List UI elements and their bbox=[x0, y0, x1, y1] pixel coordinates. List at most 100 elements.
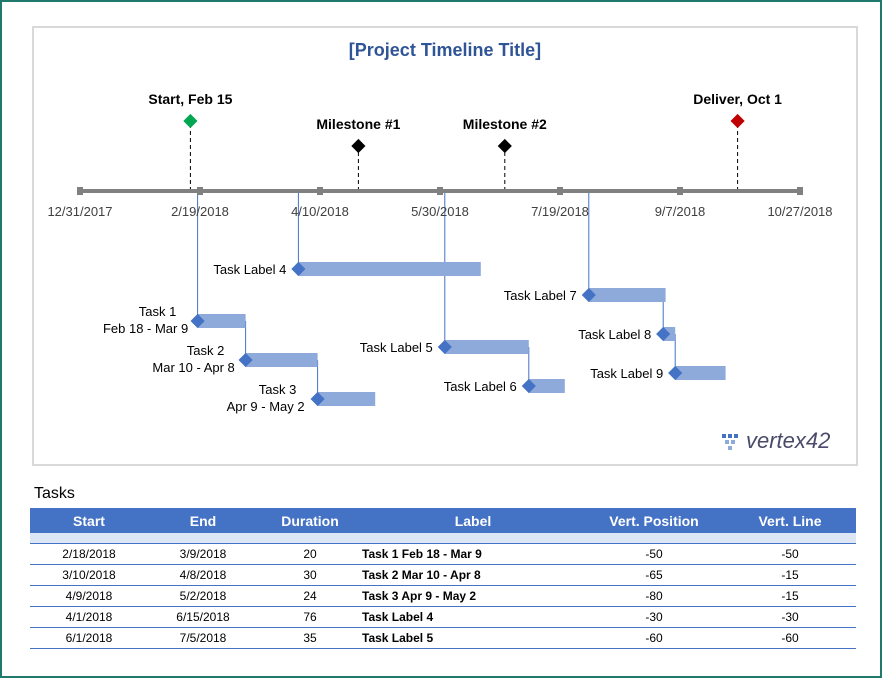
vertex42-logo-mark bbox=[731, 440, 735, 444]
task-label: Task Label 9 bbox=[590, 366, 663, 381]
task-label: Task 3 bbox=[259, 382, 297, 397]
axis-tick-label: 2/19/2018 bbox=[171, 204, 229, 219]
task-marker bbox=[521, 378, 536, 394]
task-marker bbox=[291, 261, 306, 277]
axis-tick bbox=[197, 187, 203, 195]
task-marker bbox=[190, 313, 205, 329]
vertex42-logo-mark bbox=[734, 434, 738, 438]
label-cell[interactable]: Task 1 Feb 18 - Mar 9 bbox=[362, 543, 584, 565]
axis-tick bbox=[437, 187, 443, 195]
end-cell[interactable]: 3/9/2018 bbox=[148, 543, 258, 565]
task-marker bbox=[581, 287, 596, 303]
vert-position-cell[interactable]: -30 bbox=[584, 606, 724, 628]
table-row[interactable]: 4/9/2018 5/2/2018 24 Task 3 Apr 9 - May 2 -8… bbox=[30, 585, 856, 607]
vert-position-cell[interactable]: -65 bbox=[584, 564, 724, 586]
tasks-table: Start End Duration Label Vert. Position … bbox=[30, 508, 856, 649]
task-date-range: Mar 10 - Apr 8 bbox=[152, 360, 234, 375]
label-cell[interactable]: Task Label 4 bbox=[362, 606, 584, 628]
task-marker bbox=[668, 365, 683, 381]
start-cell[interactable]: 6/1/2018 bbox=[30, 627, 148, 649]
table-row[interactable]: 6/1/2018 7/5/2018 35 Task Label 5 -60 -60 bbox=[30, 627, 856, 649]
end-cell[interactable]: 4/8/2018 bbox=[148, 564, 258, 586]
tasks-table-header: Start End Duration Label Vert. Position … bbox=[30, 508, 856, 533]
vertex42-logo-mark bbox=[725, 440, 729, 444]
column-header-label[interactable]: Label bbox=[362, 508, 584, 533]
timeline-chart-panel: [Project Timeline Title] 12/31/2017 2/19/2… bbox=[32, 26, 858, 466]
duration-cell[interactable]: 35 bbox=[258, 627, 362, 649]
task-bar bbox=[588, 288, 666, 302]
milestone-marker bbox=[730, 113, 745, 129]
vert-line-cell[interactable]: -15 bbox=[724, 564, 856, 586]
start-cell[interactable]: 4/1/2018 bbox=[30, 606, 148, 628]
task-date-range: Feb 18 - Mar 9 bbox=[103, 321, 188, 336]
task-bar bbox=[675, 366, 726, 380]
vertex42-logo-mark bbox=[728, 434, 732, 438]
milestone-label: Deliver, Oct 1 bbox=[693, 91, 782, 107]
table-row[interactable]: 3/10/2018 4/8/2018 30 Task 2 Mar 10 - Apr 8… bbox=[30, 564, 856, 586]
tasks-heading: Tasks bbox=[34, 485, 75, 502]
vert-line-cell[interactable]: -30 bbox=[724, 606, 856, 628]
axis-tick bbox=[677, 187, 683, 195]
task-date-range: Apr 9 - May 2 bbox=[227, 399, 305, 414]
vertex42-logo-mark bbox=[728, 446, 732, 450]
vertex42-logo: vertex42 bbox=[746, 428, 830, 453]
task-marker bbox=[437, 339, 452, 355]
task-bar bbox=[444, 340, 529, 354]
column-header-start[interactable]: Start bbox=[30, 508, 148, 533]
task-bar bbox=[197, 314, 246, 328]
task-label: Task 2 bbox=[187, 343, 225, 358]
duration-cell[interactable]: 24 bbox=[258, 585, 362, 607]
duration-cell[interactable]: 76 bbox=[258, 606, 362, 628]
start-cell[interactable]: 4/9/2018 bbox=[30, 585, 148, 607]
task-marker bbox=[656, 326, 671, 342]
vert-line-cell[interactable]: -50 bbox=[724, 543, 856, 565]
task-label: Task Label 4 bbox=[213, 262, 286, 277]
milestone-label: Milestone #2 bbox=[463, 116, 547, 132]
task-bar bbox=[528, 379, 565, 393]
axis-tick-label: 9/7/2018 bbox=[655, 204, 706, 219]
vert-line-cell[interactable]: -15 bbox=[724, 585, 856, 607]
vert-line-cell[interactable]: -60 bbox=[724, 627, 856, 649]
label-cell[interactable]: Task Label 5 bbox=[362, 627, 584, 649]
milestone-marker bbox=[183, 113, 198, 129]
milestone-label: Start, Feb 15 bbox=[148, 91, 232, 107]
axis-tick-label: 4/10/2018 bbox=[291, 204, 349, 219]
task-marker bbox=[310, 391, 325, 407]
chart-title: [Project Timeline Title] bbox=[349, 40, 541, 60]
table-row[interactable]: 4/1/2018 6/15/2018 76 Task Label 4 -30 -30 bbox=[30, 606, 856, 628]
task-label: Task Label 6 bbox=[444, 379, 517, 394]
task-label: Task Label 8 bbox=[578, 327, 651, 342]
axis-tick bbox=[317, 187, 323, 195]
duration-cell[interactable]: 30 bbox=[258, 564, 362, 586]
table-spacer-row bbox=[30, 533, 856, 544]
vert-position-cell[interactable]: -50 bbox=[584, 543, 724, 565]
task-marker bbox=[238, 352, 253, 368]
label-cell[interactable]: Task 2 Mar 10 - Apr 8 bbox=[362, 564, 584, 586]
label-cell[interactable]: Task 3 Apr 9 - May 2 bbox=[362, 585, 584, 607]
table-row[interactable]: 2/18/2018 3/9/2018 20 Task 1 Feb 18 - Mar 9… bbox=[30, 543, 856, 565]
axis-tick-label: 12/31/2017 bbox=[47, 204, 112, 219]
column-header-vert-line[interactable]: Vert. Line bbox=[724, 508, 856, 533]
vert-position-cell[interactable]: -80 bbox=[584, 585, 724, 607]
end-cell[interactable]: 6/15/2018 bbox=[148, 606, 258, 628]
column-header-vert-position[interactable]: Vert. Position bbox=[584, 508, 724, 533]
vert-position-cell[interactable]: -60 bbox=[584, 627, 724, 649]
start-cell[interactable]: 2/18/2018 bbox=[30, 543, 148, 565]
start-cell[interactable]: 3/10/2018 bbox=[30, 564, 148, 586]
milestone-label: Milestone #1 bbox=[316, 116, 400, 132]
duration-cell[interactable]: 20 bbox=[258, 543, 362, 565]
task-bar bbox=[245, 353, 318, 367]
task-label: Task 1 bbox=[139, 304, 177, 319]
column-header-duration[interactable]: Duration bbox=[258, 508, 362, 533]
axis-tick-label: 10/27/2018 bbox=[767, 204, 832, 219]
axis-tick bbox=[77, 187, 83, 195]
end-cell[interactable]: 5/2/2018 bbox=[148, 585, 258, 607]
end-cell[interactable]: 7/5/2018 bbox=[148, 627, 258, 649]
milestone-marker bbox=[497, 138, 512, 154]
task-label: Task Label 7 bbox=[504, 288, 577, 303]
task-label: Task Label 5 bbox=[360, 340, 433, 355]
column-header-end[interactable]: End bbox=[148, 508, 258, 533]
task-bar bbox=[317, 392, 376, 406]
axis-tick-label: 5/30/2018 bbox=[411, 204, 469, 219]
task-bar bbox=[298, 262, 481, 276]
